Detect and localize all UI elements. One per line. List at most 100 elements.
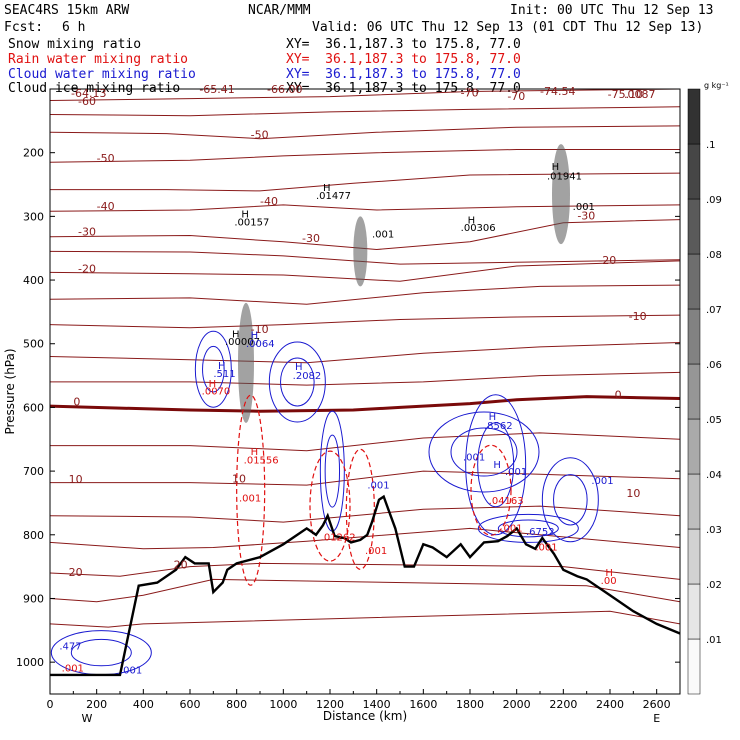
isotherm-line xyxy=(49,260,681,282)
cloud-water-label: .2082 xyxy=(293,371,322,382)
cloud-water-label: .001 xyxy=(120,666,142,677)
y-tick-label: 300 xyxy=(23,210,44,223)
cloud-water-contour xyxy=(324,434,341,508)
colorbar-label: .03 xyxy=(706,525,722,536)
isotherm-label: -40 xyxy=(97,200,115,213)
x-tick-label: 2200 xyxy=(549,698,577,711)
extreme-label: -66.00 xyxy=(267,83,302,96)
isotherm-label: -30 xyxy=(302,232,320,245)
snow-shading xyxy=(552,144,570,245)
cloud-water-contour xyxy=(319,410,345,532)
isotherm-label: 10 xyxy=(626,487,640,500)
colorbar-label: .02 xyxy=(706,580,722,591)
isotherm-line xyxy=(49,610,681,628)
cloud-water-contour xyxy=(194,330,232,408)
isotherm-label: -70 xyxy=(461,87,479,100)
y-tick-label: 500 xyxy=(23,338,44,351)
org-label: NCAR/MMM xyxy=(248,3,311,18)
rain-label: H xyxy=(605,568,613,579)
zero-isotherm-line xyxy=(49,395,681,413)
colorbar-swatch xyxy=(687,198,701,255)
snow-label: H xyxy=(232,329,240,340)
x-tick-label: 1200 xyxy=(316,698,344,711)
snow-label: .001 xyxy=(372,229,394,240)
extreme-label: -65.41 xyxy=(199,83,234,96)
isotherm-label: -50 xyxy=(251,129,269,142)
rain-label: .01556 xyxy=(244,455,279,466)
x-tick-label: 2600 xyxy=(643,698,671,711)
cloud-water-contour xyxy=(428,411,540,493)
isotherm-line xyxy=(50,172,681,192)
rain-label: .001 xyxy=(365,546,387,557)
cloud-water-label: .001 xyxy=(591,476,613,487)
isotherm-line xyxy=(49,106,681,117)
y-tick-label: 400 xyxy=(23,274,44,287)
isotherm-line xyxy=(49,250,681,265)
isotherm-label: -20 xyxy=(598,254,616,267)
isotherm-label: -70 xyxy=(507,90,525,103)
colorbar-swatch xyxy=(687,308,701,365)
cloud-water-label: H xyxy=(251,331,259,342)
colorbar-swatch xyxy=(687,363,701,420)
x-tick-label: 2400 xyxy=(596,698,624,711)
isotherm-label: -10 xyxy=(251,323,269,336)
cloud-water-contour xyxy=(553,474,588,526)
snow-label: H xyxy=(552,162,560,173)
y-axis-label: Pressure (hPa) xyxy=(3,348,17,434)
rain-label: .001 xyxy=(239,494,261,505)
x-tick-label: 1800 xyxy=(456,698,484,711)
x-end-label-left: W xyxy=(82,712,93,725)
extreme-label: -64.13 xyxy=(71,87,106,100)
colorbar-label: .08 xyxy=(706,250,722,261)
x-end-label-right: E xyxy=(653,712,660,725)
isotherm-line xyxy=(50,470,681,486)
colorbar-swatch xyxy=(687,528,701,585)
rain-label: .001 xyxy=(535,543,557,554)
snow-shading xyxy=(238,302,254,423)
isotherm-label: 20 xyxy=(69,566,83,579)
isotherm-line xyxy=(49,562,681,580)
isotherm-line xyxy=(49,284,681,305)
isotherm-line xyxy=(49,578,681,603)
fcst-label: Fcst: xyxy=(4,20,44,35)
rain-contour xyxy=(470,444,512,536)
colorbar-label: .05 xyxy=(706,415,722,426)
isotherm-label: 10 xyxy=(69,473,83,486)
colorbar-swatch xyxy=(687,143,701,200)
snow-label: .00007 xyxy=(225,337,260,348)
cloud-water-contour xyxy=(465,394,527,536)
isotherm-line xyxy=(49,149,680,163)
isotherm-line xyxy=(49,88,681,101)
isotherm-line xyxy=(50,371,681,386)
colorbar-swatch xyxy=(687,88,701,145)
rain-label: .01262 xyxy=(321,533,356,544)
field-xy-cloud: XY= 36.1,187.3 to 175.8, 77.0 xyxy=(286,67,521,82)
snow-label: .01477 xyxy=(316,191,351,202)
isotherm-line xyxy=(49,342,681,364)
rain-label: H xyxy=(209,379,217,390)
colorbar-label: .07 xyxy=(706,305,722,316)
cloud-water-contour xyxy=(268,341,326,423)
snow-label: .00306 xyxy=(461,223,496,234)
isotherm-label: -40 xyxy=(260,195,278,208)
cloud-water-label: .8562 xyxy=(484,421,513,432)
snow-shading xyxy=(353,216,368,287)
x-tick-label: 600 xyxy=(180,698,201,711)
y-tick-label: 200 xyxy=(23,147,44,160)
cloud-water-label: H xyxy=(218,361,226,372)
cloud-water-label: H xyxy=(489,412,497,423)
rain-contour xyxy=(345,448,375,570)
colorbar-label: .1 xyxy=(706,140,716,151)
snow-label: H xyxy=(468,215,476,226)
rain-label: .0070 xyxy=(202,387,231,398)
cloud-water-contour xyxy=(280,357,315,407)
colorbar-label: .06 xyxy=(706,360,722,371)
isotherm-label: 20 xyxy=(174,559,188,572)
isotherm-label: -30 xyxy=(78,225,96,238)
init-label: Init: 00 UTC Thu 12 Sep 13 xyxy=(510,3,714,18)
cloud-water-label: .001 xyxy=(463,452,485,463)
cloud-water-label: .001 xyxy=(367,480,389,491)
colorbar-label: .04 xyxy=(706,470,722,481)
